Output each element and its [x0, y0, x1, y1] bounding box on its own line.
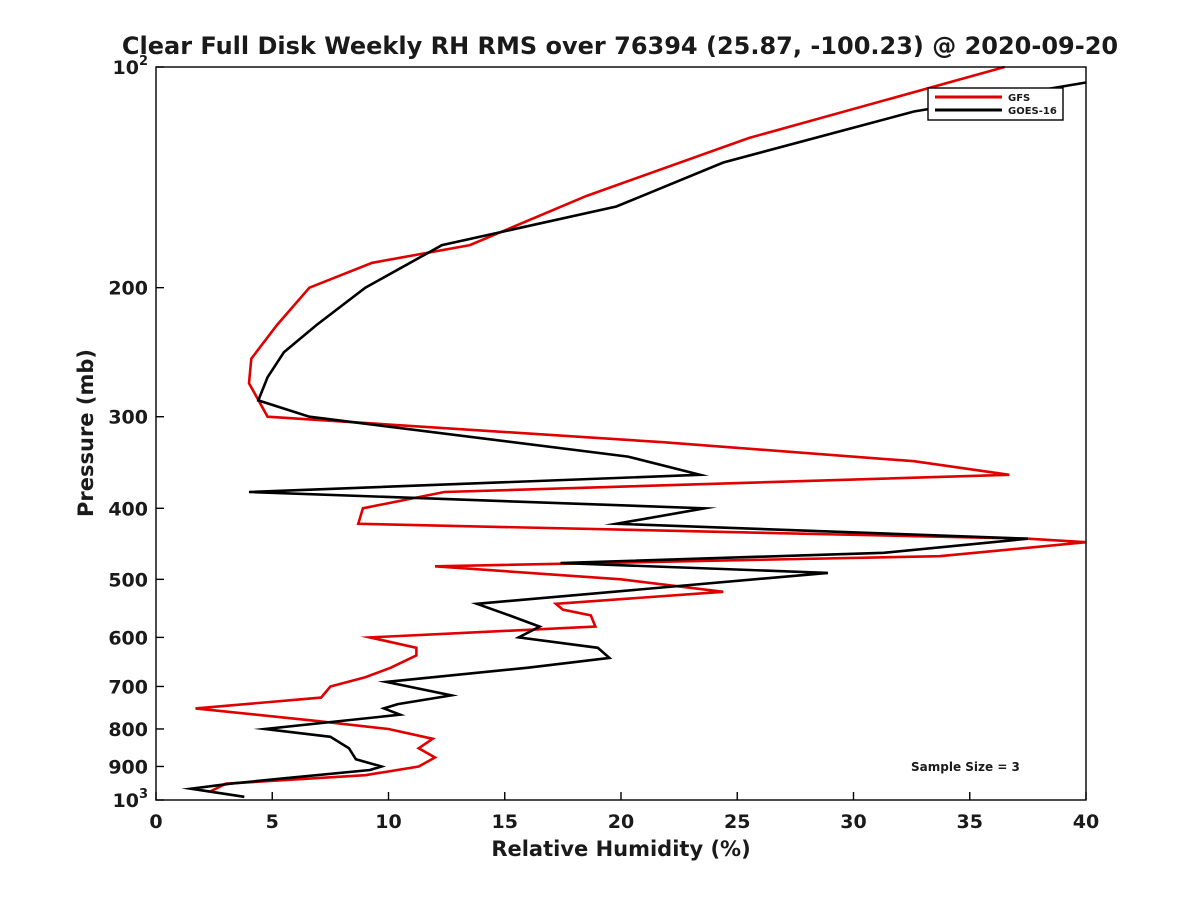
x-axis-label: Relative Humidity (%) [491, 837, 750, 861]
x-tick-label: 20 [608, 811, 634, 833]
plot-area-frame [155, 66, 1087, 801]
x-tick-label: 25 [724, 811, 750, 833]
y-tick-label: 102 [113, 54, 149, 79]
legend-box [927, 87, 1064, 121]
series-line-goes16 [181, 81, 1087, 799]
x-tick-label: 15 [492, 811, 518, 833]
x-tick-label: 30 [840, 811, 866, 833]
legend-label-goes16: GOES-16 [1008, 106, 1057, 117]
x-axis: 0 5 10 15 20 25 30 35 40 [149, 792, 1099, 833]
sample-size-annotation: Sample Size = 3 [911, 760, 1020, 774]
y-tick-label: 800 [108, 719, 148, 741]
y-tick-label: 400 [108, 498, 148, 520]
legend: GFS GOES-16 [927, 87, 1064, 121]
x-tick-label: 5 [266, 811, 279, 833]
series-line-gfs [195, 65, 1087, 794]
y-tick-label: 200 [108, 278, 148, 300]
x-tick-label: 10 [375, 811, 401, 833]
x-tick-label: 40 [1073, 811, 1099, 833]
y-axis-label: Pressure (mb) [74, 349, 98, 517]
y-tick-label: 103 [113, 787, 149, 812]
y-tick-label: 900 [108, 756, 148, 778]
y-tick-label: 700 [108, 676, 148, 698]
y-tick-label: 600 [108, 627, 148, 649]
x-tick-label: 35 [957, 811, 983, 833]
y-tick-label: 300 [108, 407, 148, 429]
chart-title: Clear Full Disk Weekly RH RMS over 76394… [122, 32, 1118, 60]
legend-label-gfs: GFS [1008, 93, 1030, 104]
series-layer [181, 65, 1087, 799]
x-tick-label: 0 [149, 811, 162, 833]
y-tick-label: 500 [108, 569, 148, 591]
